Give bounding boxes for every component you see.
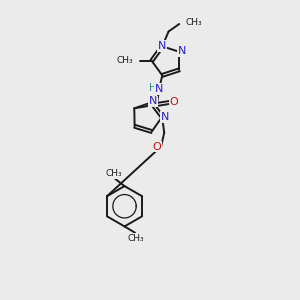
Text: CH₃: CH₃ (106, 169, 122, 178)
Text: N: N (161, 112, 170, 122)
Text: CH₃: CH₃ (117, 56, 133, 65)
Text: CH₃: CH₃ (185, 18, 202, 27)
Text: O: O (169, 97, 178, 107)
Text: O: O (153, 142, 162, 152)
Text: N: N (155, 84, 163, 94)
Text: H: H (149, 83, 157, 93)
Text: CH₃: CH₃ (128, 234, 145, 243)
Text: N: N (178, 46, 186, 56)
Text: N: N (158, 41, 166, 51)
Text: N: N (149, 96, 158, 106)
